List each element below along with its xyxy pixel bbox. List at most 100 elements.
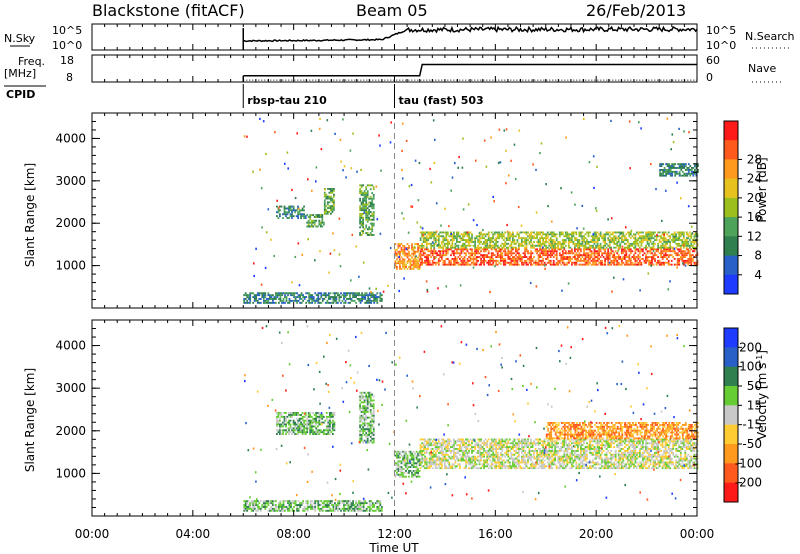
velocity-cell bbox=[369, 391, 372, 394]
power-cell bbox=[607, 259, 610, 262]
power-scatter-cell bbox=[671, 133, 674, 136]
velocity-cell bbox=[303, 415, 305, 418]
power-cell bbox=[430, 263, 433, 266]
power-cell bbox=[434, 252, 437, 255]
velocity-cell bbox=[313, 414, 316, 416]
power-cell bbox=[304, 217, 307, 219]
power-cell bbox=[490, 248, 493, 251]
velocity-cell bbox=[323, 502, 326, 505]
power-cell bbox=[663, 169, 666, 171]
power-cell bbox=[443, 237, 446, 240]
power-cell bbox=[417, 267, 419, 270]
power-cell bbox=[362, 184, 364, 187]
power-cell bbox=[478, 241, 481, 243]
power-cell bbox=[433, 252, 436, 255]
power-cell bbox=[317, 298, 320, 300]
velocity-cell bbox=[474, 438, 476, 441]
velocity-cell bbox=[282, 429, 284, 432]
power-cell bbox=[359, 207, 361, 210]
power-cell bbox=[651, 252, 653, 255]
power-cell bbox=[437, 246, 440, 249]
power-cell bbox=[578, 252, 581, 255]
power-cell bbox=[297, 217, 299, 219]
power-cell bbox=[445, 231, 448, 234]
power-cell bbox=[608, 252, 611, 255]
power-cell bbox=[437, 263, 440, 266]
velocity-cell bbox=[431, 457, 434, 460]
power-cell bbox=[474, 254, 476, 257]
power-cell bbox=[399, 266, 401, 268]
power-cell bbox=[507, 235, 510, 238]
power-cell bbox=[442, 263, 445, 266]
power-cell bbox=[290, 292, 292, 295]
power-cell bbox=[243, 298, 246, 300]
power-cell bbox=[516, 250, 519, 253]
power-cell bbox=[521, 237, 523, 240]
velocity-cell bbox=[287, 500, 289, 503]
power-cell bbox=[365, 201, 368, 204]
power-cell bbox=[690, 169, 693, 171]
power-cell bbox=[409, 258, 412, 261]
power-cell bbox=[528, 237, 531, 240]
power-cell bbox=[639, 237, 641, 240]
velocity-cell bbox=[308, 506, 311, 508]
power-cell bbox=[681, 241, 684, 243]
power-cell bbox=[496, 259, 499, 262]
power-cell bbox=[528, 261, 531, 264]
velocity-cell bbox=[436, 457, 439, 460]
power-cell bbox=[645, 233, 647, 236]
power-cell bbox=[640, 237, 643, 240]
velocity-cell bbox=[359, 439, 361, 442]
power-cell bbox=[564, 252, 567, 255]
power-cell bbox=[679, 244, 682, 247]
power-cell bbox=[422, 246, 425, 249]
power-cell bbox=[646, 252, 649, 255]
power-cell bbox=[539, 237, 541, 240]
power-cell bbox=[613, 261, 616, 264]
power-cell bbox=[516, 263, 519, 266]
velocity-cell bbox=[288, 502, 291, 505]
velocity-cell bbox=[368, 391, 371, 394]
power-cell bbox=[415, 260, 418, 263]
power-cell bbox=[483, 256, 485, 258]
power-cell bbox=[469, 254, 472, 257]
power-cell bbox=[291, 209, 293, 212]
power-cell bbox=[602, 233, 605, 236]
power-cell bbox=[660, 169, 663, 171]
power-cell bbox=[572, 235, 575, 238]
power-cell bbox=[623, 256, 626, 258]
power-cell bbox=[694, 169, 696, 171]
power-cell bbox=[515, 258, 517, 260]
power-cell bbox=[361, 296, 363, 298]
power-cell bbox=[652, 237, 655, 240]
velocity-cell bbox=[472, 463, 475, 466]
velocity-cell bbox=[359, 437, 361, 440]
power-cell bbox=[309, 301, 312, 304]
power-cell bbox=[425, 246, 428, 249]
velocity-cell bbox=[402, 460, 404, 463]
power-cell bbox=[646, 242, 649, 245]
power-cell bbox=[397, 243, 400, 245]
velocity-cell bbox=[298, 414, 301, 416]
velocity-cell bbox=[347, 502, 350, 505]
power-cell bbox=[457, 263, 460, 266]
power-cell bbox=[318, 216, 321, 218]
power-cell bbox=[516, 233, 519, 236]
power-cell bbox=[451, 235, 454, 238]
power-cell bbox=[362, 220, 364, 223]
velocity-cell bbox=[299, 502, 301, 505]
velocity-cell bbox=[319, 415, 322, 418]
power-cell bbox=[405, 266, 407, 268]
velocity-cell bbox=[265, 502, 268, 505]
power-cell bbox=[371, 292, 374, 295]
power-cell bbox=[685, 261, 688, 264]
power-cell bbox=[649, 235, 652, 238]
power-cell bbox=[533, 237, 535, 240]
velocity-cell bbox=[409, 458, 412, 461]
velocity-cell bbox=[275, 504, 277, 506]
power-cell bbox=[334, 298, 336, 300]
velocity-cell bbox=[371, 418, 374, 421]
power-cell bbox=[546, 254, 549, 257]
velocity-cell bbox=[377, 500, 380, 503]
power-cell bbox=[321, 225, 324, 228]
